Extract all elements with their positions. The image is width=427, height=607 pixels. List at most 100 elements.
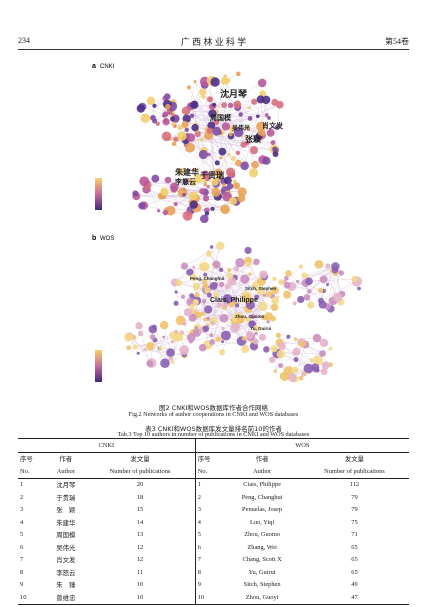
node: [171, 113, 175, 117]
table-row: 2 于贵瑞 18 2 Peng, Changhui 79: [18, 491, 409, 504]
node: [209, 282, 218, 290]
node: [198, 329, 203, 333]
node: [189, 293, 195, 299]
node: [194, 326, 198, 330]
table-cell: Zhang, Wei: [247, 543, 277, 551]
node: [190, 100, 199, 109]
column-header: 作者: [255, 456, 269, 464]
page-number: 234: [18, 36, 30, 45]
node: [212, 260, 221, 269]
table-cell: 49: [351, 581, 358, 589]
node: [174, 290, 178, 294]
edge: [144, 181, 226, 192]
figure-caption-en: Fig.2 Networks of author cooperations in…: [128, 411, 299, 418]
node: [326, 282, 330, 287]
edge: [189, 81, 196, 106]
node: [160, 358, 170, 368]
node: [180, 262, 189, 270]
node: [247, 116, 253, 121]
edge: [318, 264, 360, 289]
edge: [163, 325, 171, 353]
table-cell: 1: [197, 481, 201, 489]
node: [135, 322, 143, 330]
panel-source: WOS: [100, 236, 114, 242]
table-row: 5 周国模 13 5 Zhou, Guomo 71: [18, 528, 409, 541]
node: [237, 194, 246, 203]
node: [235, 303, 240, 308]
node: [220, 204, 230, 215]
node: [256, 95, 265, 104]
node: [240, 161, 249, 171]
node: [189, 191, 198, 201]
node: [206, 292, 212, 298]
node: [244, 246, 252, 255]
edge: [247, 279, 263, 338]
column-header: 作者: [59, 456, 73, 464]
node: [170, 360, 175, 364]
node: [192, 282, 200, 291]
node: [303, 363, 314, 374]
node: [241, 336, 247, 341]
table-cell: 20: [85, 478, 196, 491]
node: [306, 301, 315, 309]
table-cell: 10: [18, 591, 47, 605]
node: [236, 315, 245, 324]
table-cell: 周国模: [56, 532, 76, 540]
table-cell: 5: [20, 531, 24, 539]
node: [213, 291, 219, 298]
node: [247, 106, 252, 110]
group-header: WOS: [195, 438, 409, 453]
node: [199, 137, 204, 142]
node: [151, 324, 157, 330]
node-label: 肖文发: [262, 121, 284, 130]
node: [212, 102, 217, 107]
column-header: Number of publications: [85, 465, 196, 479]
column-header: 序号: [20, 456, 33, 464]
panel-label: a: [92, 63, 96, 70]
node: [221, 340, 225, 344]
node: [189, 303, 195, 309]
node: [150, 114, 156, 121]
node: [328, 346, 333, 351]
table-cell: 6: [197, 543, 201, 551]
node: [193, 173, 204, 184]
column-header: No.: [195, 465, 225, 479]
node: [139, 176, 150, 187]
node: [189, 273, 198, 282]
node: [272, 276, 277, 281]
node: [177, 167, 185, 175]
node: [165, 103, 171, 110]
node: [214, 160, 220, 166]
node: [209, 339, 216, 345]
node: [270, 303, 279, 312]
node: [210, 77, 220, 87]
node: [151, 174, 160, 183]
node: [232, 179, 237, 184]
node: [256, 114, 260, 119]
node: [313, 355, 323, 366]
edge: [240, 114, 248, 144]
node: [166, 348, 175, 357]
node: [182, 210, 193, 221]
table-cell: 11: [85, 566, 196, 579]
node: [238, 112, 243, 117]
node: [227, 272, 234, 279]
edge: [211, 246, 226, 305]
node: [216, 241, 225, 251]
node: [202, 195, 210, 202]
volume: 第54卷: [385, 37, 409, 46]
node: [249, 146, 259, 155]
node: [233, 182, 241, 190]
node: [182, 114, 191, 123]
node: [266, 320, 270, 324]
node-label: 沈月琴: [220, 88, 248, 99]
edge: [190, 137, 273, 143]
node: [136, 104, 146, 113]
panel-label: b: [92, 235, 96, 242]
node: [320, 368, 328, 376]
table-row: No. Author Number of publications No. Author…: [18, 465, 409, 479]
node: [291, 366, 299, 374]
node: [223, 302, 229, 308]
node: [186, 133, 196, 142]
node: [218, 267, 224, 272]
